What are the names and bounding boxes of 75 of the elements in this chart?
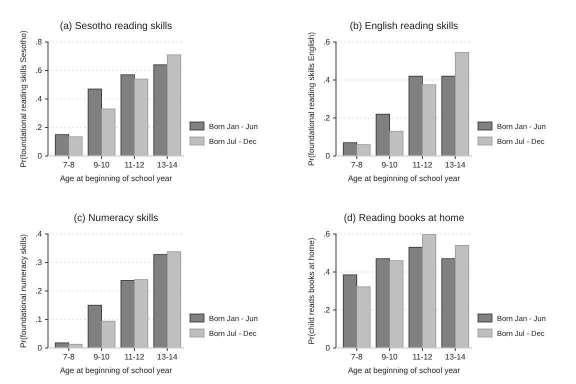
y-tick-label: .4 — [323, 76, 331, 85]
y-axis-title: Pr(child reads books at home) — [307, 237, 316, 344]
x-tick-label: 13-14 — [445, 160, 466, 170]
bar — [454, 245, 470, 348]
bar — [408, 246, 423, 348]
y-tick-label: .2 — [35, 286, 43, 296]
x-axis-title: Age at beginning of school year — [348, 366, 460, 375]
bar — [422, 234, 436, 348]
bar — [454, 52, 470, 156]
y-tick-label: .3 — [35, 258, 43, 268]
y-tick-label: .4 — [323, 268, 331, 277]
bar — [88, 304, 102, 348]
bar — [422, 84, 436, 156]
bar — [356, 286, 371, 348]
x-tick-label: 7-8 — [350, 352, 364, 362]
chart-title: (b) English reading skills — [350, 21, 458, 32]
x-tick-label: 9-10 — [382, 352, 398, 362]
x-tick-label: 9-10 — [382, 160, 398, 170]
bar — [88, 88, 102, 156]
bar — [441, 258, 456, 348]
x-axis-title: Age at beginning of school year — [60, 174, 172, 183]
x-tick-label: 13-14 — [445, 352, 466, 362]
bar — [441, 76, 456, 156]
y-tick-label: 0 — [326, 344, 331, 353]
bar — [376, 258, 390, 348]
x-tick-label: 11-12 — [124, 160, 145, 170]
chart-title: (d) Reading books at home — [344, 213, 465, 224]
x-tick-label: 13-14 — [157, 352, 178, 362]
x-tick-label: 7-8 — [62, 352, 76, 362]
bar — [408, 76, 423, 156]
bar — [389, 130, 404, 156]
y-tick-label: .6 — [323, 38, 331, 47]
chart-title: (c) Numeracy skills — [74, 213, 158, 224]
y-axis-title: Pr(foundational numeracy skills) — [19, 234, 28, 348]
x-tick-label: 9-10 — [94, 352, 110, 362]
y-tick-label: 0 — [326, 152, 331, 161]
bar — [68, 136, 83, 156]
y-tick-label: .6 — [35, 66, 43, 76]
x-tick-label: 13-14 — [157, 160, 178, 170]
bar — [166, 251, 182, 348]
bar — [166, 54, 182, 156]
bar — [120, 280, 135, 348]
x-tick-label: 9-10 — [94, 160, 110, 170]
x-axis-title: Age at beginning of school year — [60, 366, 172, 375]
bar — [153, 64, 168, 156]
x-tick-label: 11-12 — [412, 160, 433, 170]
x-tick-label: 11-12 — [412, 352, 433, 362]
y-tick-label: .6 — [323, 230, 331, 239]
y-tick-label: .2 — [35, 123, 43, 132]
y-tick-label: .4 — [35, 230, 43, 239]
bar — [356, 144, 371, 156]
bar — [134, 279, 148, 348]
bar — [120, 74, 135, 156]
y-tick-label: .1 — [35, 315, 43, 324]
bar — [101, 108, 116, 156]
bar — [342, 274, 358, 348]
chart-title: (a) Sesotho reading skills — [60, 21, 172, 32]
x-tick-label: 7-8 — [350, 160, 364, 170]
bar — [54, 134, 70, 156]
y-tick-label: .4 — [35, 94, 43, 104]
x-tick-label: 11-12 — [124, 352, 145, 362]
bar — [101, 320, 116, 348]
bar — [389, 260, 404, 348]
y-tick-label: 0 — [38, 344, 43, 353]
y-tick-label: .2 — [323, 306, 331, 315]
bar — [376, 114, 390, 156]
bar — [153, 254, 168, 348]
y-tick-label: .8 — [35, 38, 43, 47]
x-tick-label: 7-8 — [62, 160, 76, 170]
y-tick-label: .2 — [323, 114, 331, 123]
y-axis-title: Pr(foundational reading skills Sesotho) — [19, 30, 28, 168]
bar — [134, 78, 148, 156]
x-axis-title: Age at beginning of school year — [348, 174, 460, 183]
y-axis-title: Pr(foundational reading skills English) — [307, 32, 316, 166]
y-tick-label: 0 — [38, 152, 43, 161]
